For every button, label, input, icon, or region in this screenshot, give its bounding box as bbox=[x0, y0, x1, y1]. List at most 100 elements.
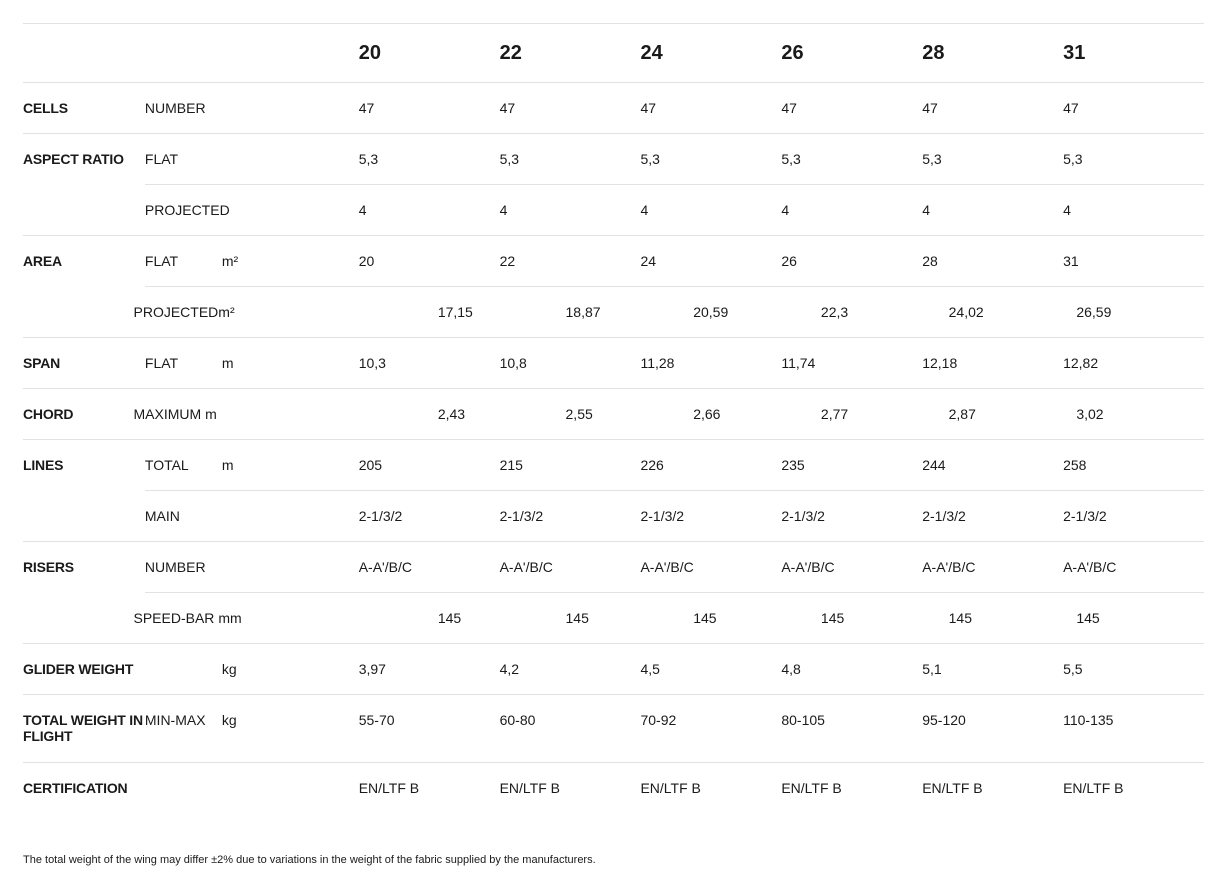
row-sublabel: MAXIMUM bbox=[133, 406, 202, 422]
row-label: RISERS bbox=[23, 559, 74, 575]
cell-value: EN/LTF B bbox=[922, 780, 983, 796]
size-header: 20 bbox=[358, 42, 381, 64]
cell-value: 145 bbox=[820, 610, 845, 626]
row-label: LINES bbox=[23, 457, 64, 473]
cell-value: 3,97 bbox=[358, 661, 386, 677]
cell-value: EN/LTF B bbox=[358, 780, 420, 796]
cell-value: 4 bbox=[1063, 202, 1071, 218]
cell-value: 47 bbox=[358, 100, 375, 116]
size-header: 24 bbox=[640, 42, 663, 64]
cell-value: 145 bbox=[565, 610, 589, 626]
row-sublabel: MAIN bbox=[144, 508, 180, 524]
cell-value: 47 bbox=[1063, 100, 1079, 116]
cell-value: 80-105 bbox=[781, 712, 825, 728]
specifications-table: 20 22 24 26 28 31 CELLS NUMBER 47 47 47 47 47 47 ASPE… bbox=[23, 23, 1204, 813]
cell-value: 215 bbox=[499, 457, 523, 473]
cell-value: 5,3 bbox=[640, 151, 660, 167]
size-header: 31 bbox=[1063, 42, 1086, 64]
cell-value: 20,59 bbox=[693, 304, 729, 320]
row-unit: kg bbox=[221, 712, 237, 728]
cell-value: 2,66 bbox=[693, 406, 721, 422]
cell-value: 95-120 bbox=[922, 712, 966, 728]
cell-value: 4,2 bbox=[499, 661, 520, 677]
table-row: MAIN 2-1/3/2 2-1/3/2 2-1/3/2 2-1/3/2 2-1/3/2 2… bbox=[23, 490, 1204, 541]
row-label: CELLS bbox=[23, 100, 68, 116]
row-sublabel: SPEED-BAR bbox=[133, 610, 215, 626]
cell-value: 5,5 bbox=[1063, 661, 1083, 677]
table-row: PROJECTEDm² 17,15 18,87 20,59 22,3 24,02 26,59 bbox=[23, 286, 1204, 337]
cell-value: 17,15 bbox=[437, 304, 473, 320]
cell-value: 22 bbox=[499, 253, 516, 269]
cell-value: 2-1/3/2 bbox=[358, 508, 403, 524]
cell-value: 4 bbox=[781, 202, 790, 218]
cell-value: 2-1/3/2 bbox=[499, 508, 544, 524]
cell-value: 226 bbox=[640, 457, 664, 473]
cell-value: 5,3 bbox=[499, 151, 520, 167]
cell-value: 110-135 bbox=[1063, 712, 1114, 728]
cell-value: 28 bbox=[922, 253, 938, 269]
table-header-row: 20 22 24 26 28 31 bbox=[23, 23, 1204, 82]
row-sublabel: PROJECTED bbox=[144, 202, 230, 218]
cell-value: 5,3 bbox=[781, 151, 801, 167]
table-row: GLIDER WEIGHT kg 3,97 4,2 4,5 4,8 5,1 5,5 bbox=[23, 643, 1204, 694]
cell-value: 26,59 bbox=[1076, 304, 1112, 320]
size-header: 26 bbox=[781, 42, 804, 64]
cell-value: 12,82 bbox=[1063, 355, 1099, 371]
cell-value: 26 bbox=[781, 253, 797, 269]
cell-value: 5,1 bbox=[922, 661, 942, 677]
cell-value: 70-92 bbox=[640, 712, 677, 728]
row-sublabel: TOTAL bbox=[144, 457, 189, 473]
footnote: The total weight of the wing may differ … bbox=[23, 854, 596, 866]
row-label: GLIDER WEIGHT bbox=[23, 661, 134, 677]
cell-value: EN/LTF B bbox=[640, 780, 701, 796]
row-label: CERTIFICATION bbox=[23, 780, 128, 796]
row-unit: m bbox=[221, 355, 234, 371]
table-row: SPEED-BAR mm 145 145 145 145 145 145 bbox=[23, 592, 1204, 643]
cell-value: A-A'/B/C bbox=[358, 559, 412, 575]
cell-value: 2-1/3/2 bbox=[640, 508, 685, 524]
cell-value: 2,43 bbox=[437, 406, 466, 422]
cell-value: 10,8 bbox=[499, 355, 527, 371]
row-label: CHORD bbox=[23, 406, 74, 422]
row-sublabel: FLAT bbox=[144, 253, 179, 269]
row-sublabel: FLAT bbox=[144, 355, 179, 371]
cell-value: 2,55 bbox=[565, 406, 593, 422]
cell-value: 145 bbox=[948, 610, 972, 626]
size-header: 28 bbox=[922, 42, 945, 64]
cell-value: 5,3 bbox=[1063, 151, 1083, 167]
table-row: ASPECT RATIO FLAT 5,3 5,3 5,3 5,3 5,3 5,3 bbox=[23, 133, 1204, 184]
cell-value: A-A'/B/C bbox=[1063, 559, 1117, 575]
row-sublabel-unit: MAXIMUM m bbox=[134, 406, 328, 422]
table-row: TOTAL WEIGHT IN FLIGHT MIN-MAX kg 55-70 60-8… bbox=[23, 694, 1204, 762]
row-unit: m² bbox=[218, 304, 235, 320]
cell-value: 47 bbox=[640, 100, 657, 116]
cell-value: 11,28 bbox=[640, 355, 675, 371]
row-unit: m bbox=[221, 457, 234, 473]
cell-value: 4,5 bbox=[640, 661, 660, 677]
cell-value: 47 bbox=[781, 100, 797, 116]
row-unit: mm bbox=[218, 610, 242, 626]
table-row: CELLS NUMBER 47 47 47 47 47 47 bbox=[23, 82, 1204, 133]
cell-value: 235 bbox=[781, 457, 805, 473]
cell-value: 2-1/3/2 bbox=[922, 508, 966, 524]
row-sublabel: MIN-MAX bbox=[144, 712, 206, 728]
cell-value: 2-1/3/2 bbox=[1063, 508, 1107, 524]
cell-value: 31 bbox=[1063, 253, 1079, 269]
row-sublabel-unit: PROJECTEDm² bbox=[134, 304, 328, 320]
table-row: LINES TOTAL m 205 215 226 235 244 258 bbox=[23, 439, 1204, 490]
cell-value: 3,02 bbox=[1076, 406, 1104, 422]
row-unit: m² bbox=[221, 253, 239, 269]
cell-value: 11,74 bbox=[781, 355, 816, 371]
cell-value: 145 bbox=[437, 610, 462, 626]
table-row: AREA FLAT m² 20 22 24 26 28 31 bbox=[23, 235, 1204, 286]
row-sublabel: FLAT bbox=[144, 151, 179, 167]
row-unit: m bbox=[205, 406, 217, 422]
cell-value: 2-1/3/2 bbox=[781, 508, 825, 524]
row-label: AREA bbox=[23, 253, 62, 269]
cell-value: 145 bbox=[1076, 610, 1100, 626]
table-row: PROJECTED 4 4 4 4 4 4 bbox=[23, 184, 1204, 235]
cell-value: 4 bbox=[922, 202, 931, 218]
table-row: RISERS NUMBER A-A'/B/C A-A'/B/C A-A'/B/C A-A'… bbox=[23, 541, 1204, 592]
row-label: SPAN bbox=[23, 355, 61, 371]
cell-value: 5,3 bbox=[358, 151, 379, 167]
